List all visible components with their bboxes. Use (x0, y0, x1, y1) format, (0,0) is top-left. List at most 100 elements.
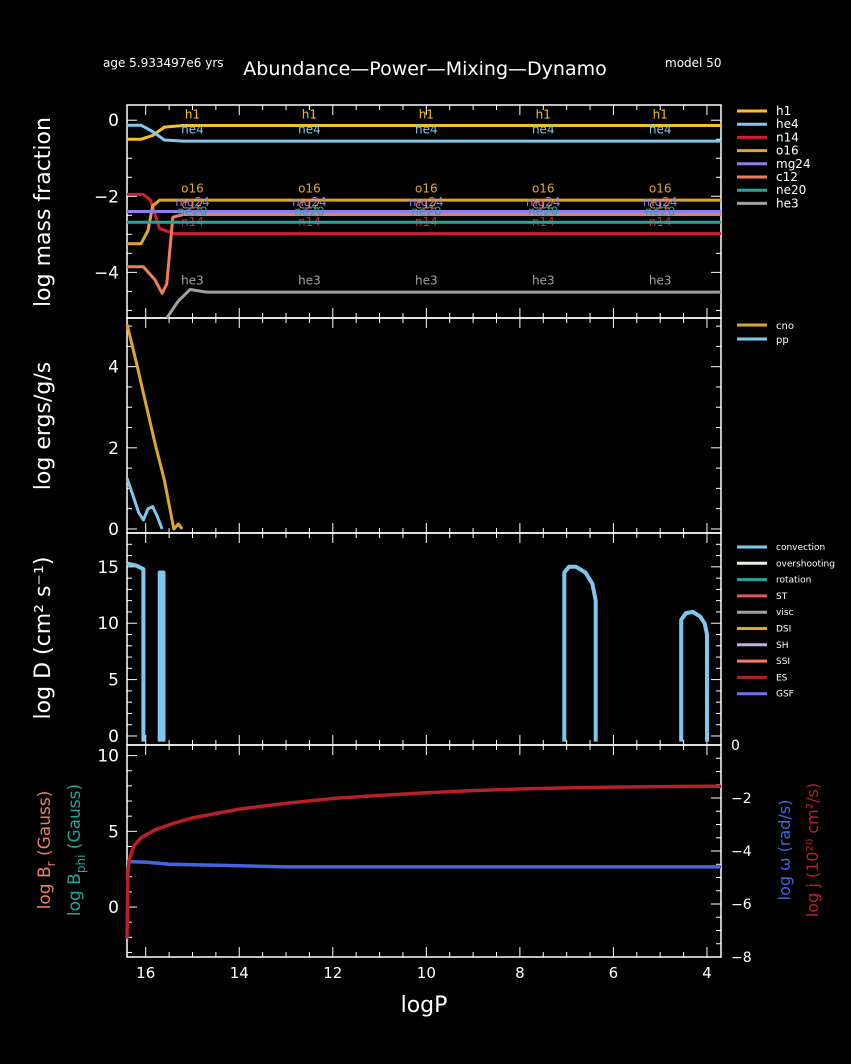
power-ytick-label: 2 (108, 439, 119, 459)
abundance-curve-label-he3: he3 (532, 274, 555, 288)
abundance-curve-label-o16: o16 (649, 181, 672, 195)
legend-label-cno: cno (776, 321, 794, 332)
abundance-curve-label-mg24: mg24 (292, 195, 327, 209)
legend-label-rotation: rotation (776, 576, 811, 586)
ylabel-br-sub: r (44, 861, 58, 866)
xtick-label: 6 (609, 964, 619, 982)
dynamo-line-omega (126, 859, 721, 869)
abundance-ytick-label: 0 (108, 111, 119, 131)
dynamo-ytick-left-label: 5 (108, 822, 119, 842)
abundance-curve-label-he4: he4 (649, 123, 672, 137)
power-line-pp (125, 477, 164, 530)
abundance-curve-label-he4: he4 (532, 123, 555, 137)
xlabel: logP (401, 993, 448, 1018)
ylabel-br: log Br (Gauss) (35, 791, 58, 910)
legend-label-n14: n14 (776, 130, 799, 144)
abundance-curve-label-c12: c12 (532, 197, 554, 211)
abundance-curve-label-he3: he3 (181, 274, 204, 288)
age-label: age 5.933497e6 yrs (103, 56, 224, 70)
abundance-ytick-label: −4 (94, 263, 119, 283)
abundance-line-o16 (127, 198, 721, 246)
abundance-curve-label-ne20: ne20 (177, 204, 207, 218)
ylabel-j: log j (10²⁰ cm²/s) (803, 783, 822, 917)
ylabel-bphi-main: log B (65, 873, 85, 916)
mixing-line-convection (562, 564, 598, 742)
ylabel-omega: log ω (rad/s) (775, 800, 794, 901)
abundance-curve-label-he4: he4 (415, 123, 438, 137)
ylabel-bphi-unit: (Gauss) (65, 784, 85, 855)
dynamo-ytick-right-label: −4 (731, 844, 752, 860)
legend-label-ES: ES (776, 673, 788, 683)
dynamo-line-j (125, 784, 721, 939)
abundance-curve-label-o16: o16 (415, 181, 438, 195)
mixing-ytick-label: 15 (97, 558, 119, 578)
mixing-ytick-label: 0 (108, 727, 119, 747)
xtick-label: 4 (702, 964, 712, 982)
mixing-ytick-label: 10 (97, 614, 119, 634)
abundance-curve-label-c12: c12 (182, 197, 204, 211)
abundance-ytick-label: −2 (94, 187, 119, 207)
mixing-line-convection (679, 609, 709, 742)
ylabel-power: log ergs/g/s (31, 362, 56, 490)
chart-title: Abundance—Power—Mixing—Dynamo (243, 58, 606, 80)
ylabel-bphi: log Bphi (Gauss) (65, 784, 88, 916)
ylabel-bphi-sub: phi (74, 855, 88, 874)
dynamo-ytick-right-label: −6 (731, 897, 752, 913)
abundance-curve-label-h1: h1 (185, 107, 200, 121)
abundance-line-h1 (127, 124, 721, 141)
abundance-line-he4 (127, 123, 721, 143)
abundance-curve-label-c12: c12 (649, 197, 671, 211)
abundance-curve-label-ne20: ne20 (645, 204, 675, 218)
abundance-line-c12 (127, 213, 721, 295)
power-ytick-label: 4 (108, 358, 119, 378)
abundance-line-n14 (127, 192, 721, 236)
abundance-curve-label-c12: c12 (298, 197, 320, 211)
abundance-curve-label-he3: he3 (298, 274, 321, 288)
abundance-curve-label-mg24: mg24 (643, 195, 678, 209)
legend-label-GSF: GSF (776, 690, 794, 700)
abundance-curve-label-mg24: mg24 (409, 195, 444, 209)
xtick-label: 10 (417, 964, 436, 982)
dynamo-ytick-left-label: 10 (97, 747, 119, 767)
legend-label-he3: he3 (776, 196, 799, 210)
power-ytick-label: 0 (108, 520, 119, 540)
abundance-curve-label-he4: he4 (298, 123, 321, 137)
abundance-curve-label-o16: o16 (298, 181, 321, 195)
mixing-line-convection (126, 561, 146, 742)
legend-label-SH: SH (776, 641, 788, 651)
ylabel-mixing: log D (cm² s⁻¹) (31, 557, 56, 720)
legend-label-convection: convection (776, 543, 825, 553)
abundance-curve-label-h1: h1 (536, 107, 551, 121)
abundance-curve-label-h1: h1 (302, 107, 317, 121)
abundance-curve-label-ne20: ne20 (528, 204, 558, 218)
ylabel-mixing-text: log D (cm² s⁻¹) (31, 557, 56, 720)
abundance-curve-label-c12: c12 (415, 197, 437, 211)
mixing-line-convection (157, 570, 166, 742)
abundance-curve-label-ne20: ne20 (411, 204, 441, 218)
ylabel-abundance: log mass fraction (31, 117, 56, 307)
dynamo-ytick-right-label: −8 (731, 950, 752, 966)
dynamo-ytick-right-label: −2 (731, 791, 752, 807)
power-line-cno (125, 323, 184, 531)
legend-label-visc: visc (776, 608, 794, 618)
ylabel-br-main: log B (35, 866, 55, 909)
legend-label-ne20: ne20 (776, 183, 806, 197)
model-label: model 50 (665, 56, 721, 70)
mixing-ytick-label: 5 (108, 671, 119, 691)
legend-label-c12: c12 (776, 170, 798, 184)
dynamo-ytick-right-label: 0 (731, 738, 740, 754)
abundance-curve-label-h1: h1 (419, 107, 434, 121)
abundance-curve-label-o16: o16 (181, 181, 204, 195)
legend-label-o16: o16 (776, 144, 799, 158)
dynamo-ytick-left-label: 0 (108, 898, 119, 918)
abundance-curve-label-he3: he3 (649, 274, 672, 288)
abundance-curve-label-ne20: ne20 (294, 204, 324, 218)
xtick-label: 12 (323, 964, 342, 982)
legend-label-pp: pp (776, 335, 789, 346)
legend-label-mg24: mg24 (776, 157, 811, 171)
abundance-curve-label-he3: he3 (415, 274, 438, 288)
xtick-label: 8 (515, 964, 525, 982)
